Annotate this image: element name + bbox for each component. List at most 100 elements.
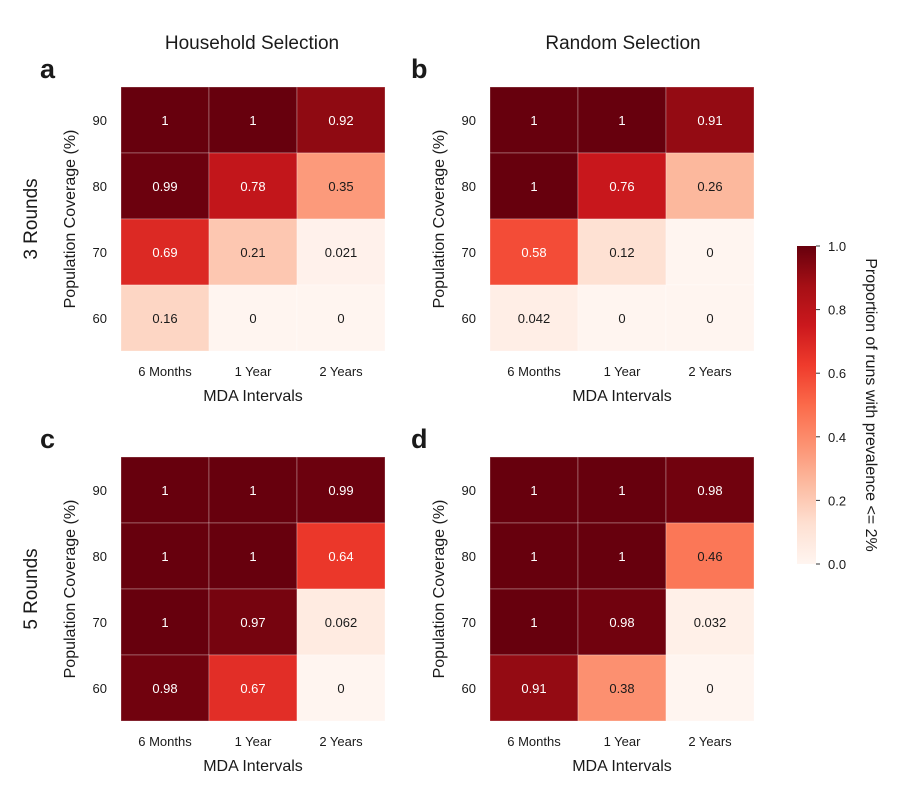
heatmap-cell — [665, 522, 755, 590]
cell-label: 0.021 — [325, 245, 358, 260]
heatmap-cell — [120, 654, 210, 722]
cell-label: 0 — [249, 311, 256, 326]
heatmap-cell — [489, 588, 579, 656]
x-axis-label: MDA Intervals — [572, 758, 672, 775]
heatmap-cell — [489, 522, 579, 590]
cell-label: 1 — [161, 549, 168, 564]
panel-letter: d — [411, 424, 428, 454]
y-tick-label: 60 — [93, 311, 107, 326]
cell-label: 0.16 — [152, 311, 177, 326]
x-axis-label: MDA Intervals — [203, 388, 303, 405]
heatmap-cell — [208, 86, 298, 154]
cell-label: 0.38 — [609, 681, 634, 696]
colorbar-ticks: 0.0 0.2 0.4 0.6 0.8 1.0 — [816, 239, 846, 572]
heatmap-cell — [489, 152, 579, 220]
cell-label: 0.98 — [609, 615, 634, 630]
cell-label: 0.99 — [328, 483, 353, 498]
y-tick-label: 70 — [462, 245, 476, 260]
heatmap-cell — [577, 456, 667, 524]
heatmap-panel-a: a 1 1 0.92 0.99 0.78 0.35 0.69 0.21 0.021 0.16 0 0 90… — [40, 54, 386, 405]
x-tick-label: 1 Year — [604, 734, 642, 749]
cell-label: 1 — [618, 549, 625, 564]
x-tick-label: 6 Months — [507, 364, 561, 379]
cell-label: 0.67 — [240, 681, 265, 696]
cell-label: 1 — [618, 113, 625, 128]
cell-label: 1 — [161, 615, 168, 630]
heatmap-cell — [296, 284, 386, 352]
cell-label: 0.58 — [521, 245, 546, 260]
colorbar-tick-label: 0.2 — [828, 493, 846, 508]
x-tick-label: 6 Months — [138, 734, 192, 749]
colorbar-tick-label: 0.6 — [828, 366, 846, 381]
heatmap-cell — [489, 218, 579, 286]
x-tick-label: 1 Year — [235, 364, 273, 379]
heatmap-cell — [665, 654, 755, 722]
colorbar: 0.0 0.2 0.4 0.6 0.8 1.0 Proportion of runs wi… — [797, 239, 879, 572]
cell-label: 0.042 — [518, 311, 551, 326]
cell-label: 1 — [618, 483, 625, 498]
row-title-3-rounds: 3 Rounds — [21, 178, 42, 259]
cell-label: 1 — [530, 615, 537, 630]
cell-label: 0 — [706, 311, 713, 326]
colorbar-tick-label: 0.4 — [828, 430, 846, 445]
heatmap-cell — [208, 218, 298, 286]
x-tick-label: 2 Years — [319, 734, 363, 749]
heatmap-cell — [665, 218, 755, 286]
x-tick-label: 2 Years — [688, 734, 732, 749]
heatmap-cell — [665, 152, 755, 220]
panel-letter: b — [411, 54, 428, 84]
heatmap-cell — [665, 456, 755, 524]
y-tick-label: 90 — [93, 113, 107, 128]
heatmap-panel-d: d 1 1 0.98 1 1 0.46 1 0.98 0.032 0.91 0.38 0 90 80 70 60… — [411, 424, 755, 775]
heatmap-cell — [120, 588, 210, 656]
x-tick-label: 1 Year — [235, 734, 273, 749]
heatmap-cell — [489, 654, 579, 722]
heatmap-cell — [665, 588, 755, 656]
cell-label: 0.98 — [152, 681, 177, 696]
heatmap-cell — [665, 86, 755, 154]
cell-label: 0.12 — [609, 245, 634, 260]
y-tick-label: 90 — [462, 483, 476, 498]
x-tick-label: 2 Years — [319, 364, 363, 379]
x-tick-label: 6 Months — [507, 734, 561, 749]
cell-label: 0.97 — [240, 615, 265, 630]
x-axis-label: MDA Intervals — [572, 388, 672, 405]
x-tick-label: 2 Years — [688, 364, 732, 379]
heatmap-cell — [577, 284, 667, 352]
cell-label: 0.46 — [697, 549, 722, 564]
column-title-household: Household Selection — [165, 33, 339, 54]
cell-label: 0.032 — [694, 615, 727, 630]
heatmap-cell — [120, 86, 210, 154]
heatmap-cell — [120, 456, 210, 524]
colorbar-gradient — [797, 246, 816, 564]
heatmap-cell — [577, 86, 667, 154]
cell-label: 1 — [249, 549, 256, 564]
cell-label: 0.91 — [521, 681, 546, 696]
colorbar-tick-label: 0.0 — [828, 557, 846, 572]
y-tick-label: 70 — [93, 245, 107, 260]
heatmap-cell — [577, 152, 667, 220]
heatmap-cell — [296, 522, 386, 590]
heatmap-cell — [489, 86, 579, 154]
cell-label: 0.35 — [328, 179, 353, 194]
cell-label: 0.26 — [697, 179, 722, 194]
y-tick-label: 80 — [93, 179, 107, 194]
y-tick-label: 70 — [93, 615, 107, 630]
y-axis-label: Population Coverage (%) — [62, 500, 79, 679]
cell-label: 1 — [530, 549, 537, 564]
panel-letter: c — [40, 424, 55, 454]
cell-label: 0.21 — [240, 245, 265, 260]
panel-letter: a — [40, 54, 56, 84]
cell-label: 1 — [249, 113, 256, 128]
x-tick-label: 6 Months — [138, 364, 192, 379]
y-tick-label: 90 — [93, 483, 107, 498]
heatmap-cell — [208, 152, 298, 220]
cell-label: 0 — [337, 681, 344, 696]
cell-label: 0 — [337, 311, 344, 326]
cell-label: 0.78 — [240, 179, 265, 194]
y-tick-label: 80 — [93, 549, 107, 564]
heatmap-cell — [120, 284, 210, 352]
y-tick-label: 60 — [462, 311, 476, 326]
heatmap-panel-b: b 1 1 0.91 1 0.76 0.26 0.58 0.12 0 0.042 0 0 90 80 70 60… — [411, 54, 755, 405]
